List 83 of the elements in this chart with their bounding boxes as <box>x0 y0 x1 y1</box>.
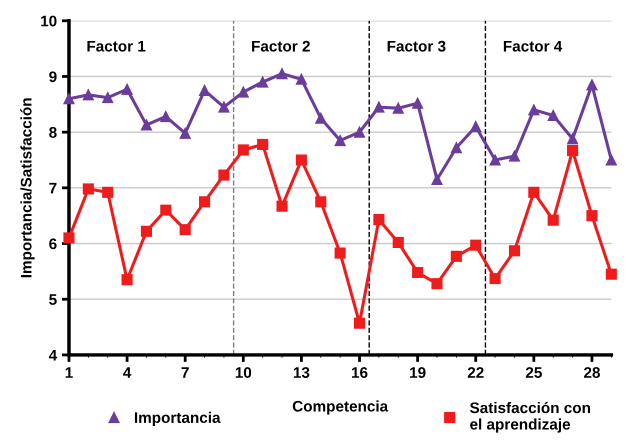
y-tick-label: 4 <box>48 350 58 360</box>
y-axis-title: Importancia/Satisfacción <box>20 98 35 278</box>
point <box>470 121 482 132</box>
point <box>140 226 152 237</box>
point <box>470 240 482 251</box>
point <box>218 102 230 113</box>
point <box>315 196 326 208</box>
point <box>431 278 443 290</box>
x-tick-label: 22 <box>468 367 484 378</box>
point <box>296 74 307 85</box>
point <box>315 112 326 124</box>
x-tick-label: 4 <box>123 367 132 378</box>
point <box>490 273 501 284</box>
point <box>586 79 598 90</box>
point <box>373 214 384 226</box>
x-tick-label: 28 <box>584 367 600 378</box>
y-tick-label: 5 <box>49 294 57 305</box>
point <box>102 92 114 104</box>
point <box>334 247 346 259</box>
point <box>82 183 94 195</box>
point <box>373 102 384 113</box>
point <box>63 93 75 104</box>
y-tick-label: 7 <box>49 182 56 194</box>
point <box>257 138 268 150</box>
x-tick-label: 7 <box>182 367 189 378</box>
point <box>160 111 172 122</box>
point <box>606 268 617 280</box>
x-axis-title: Competencia <box>292 400 388 415</box>
x-tick-label: 19 <box>410 367 426 378</box>
point <box>199 196 210 208</box>
point <box>257 76 268 88</box>
point <box>180 224 191 236</box>
legend-label: Importancia <box>134 412 221 426</box>
annotation: Factor 2 <box>252 40 310 52</box>
point <box>490 154 501 166</box>
point <box>412 266 424 278</box>
point <box>567 144 578 156</box>
point <box>238 86 249 98</box>
point <box>238 144 249 156</box>
point <box>334 134 346 146</box>
annotation: Factor 1 <box>87 40 146 52</box>
x-tick-label: 1 <box>66 367 73 378</box>
point <box>199 84 210 96</box>
point <box>140 119 152 130</box>
x-tick-label: 13 <box>294 367 310 378</box>
point <box>63 232 75 244</box>
point <box>102 186 114 198</box>
point <box>606 154 617 166</box>
y-tick-label: 6 <box>49 238 57 250</box>
point <box>508 245 520 256</box>
point <box>160 204 172 216</box>
legend-label: Satisfacción con el aprendizaje <box>470 402 590 433</box>
point <box>412 98 424 109</box>
y-tick-label: 10 <box>41 16 57 26</box>
point <box>450 250 462 262</box>
point <box>354 318 366 329</box>
point <box>392 236 404 248</box>
point <box>296 154 307 166</box>
point <box>528 104 540 116</box>
point <box>354 126 366 138</box>
point <box>180 128 191 139</box>
point <box>392 102 404 114</box>
point <box>586 210 598 222</box>
point <box>218 169 230 181</box>
point <box>431 174 443 186</box>
point <box>567 133 578 144</box>
point <box>82 89 94 100</box>
point <box>528 186 540 198</box>
point <box>450 142 462 154</box>
point <box>508 150 520 162</box>
y-tick-label: 9 <box>49 71 57 82</box>
annotation: Factor 4 <box>504 40 562 52</box>
point <box>548 214 559 226</box>
point <box>122 274 133 286</box>
x-tick-label: 10 <box>236 367 252 378</box>
x-tick-label: 25 <box>526 367 542 378</box>
point <box>548 110 559 122</box>
point <box>276 68 288 80</box>
x-tick-label: 16 <box>352 367 368 378</box>
annotation: Factor 3 <box>388 40 446 52</box>
point <box>276 200 288 212</box>
y-tick-label: 8 <box>49 127 57 138</box>
point <box>122 84 133 95</box>
